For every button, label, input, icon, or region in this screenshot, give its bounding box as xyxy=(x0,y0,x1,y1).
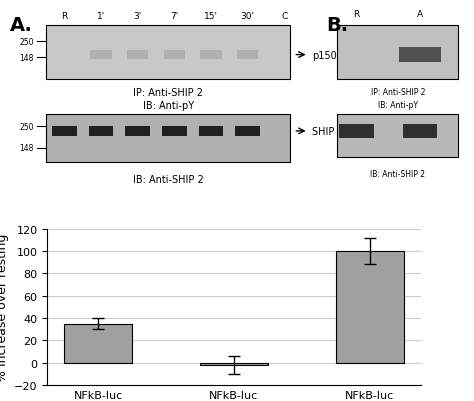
FancyBboxPatch shape xyxy=(235,126,260,137)
FancyBboxPatch shape xyxy=(339,125,374,139)
FancyBboxPatch shape xyxy=(337,26,457,79)
Text: 148: 148 xyxy=(19,54,34,63)
Text: 15': 15' xyxy=(204,12,218,21)
Text: B.: B. xyxy=(326,16,348,34)
FancyBboxPatch shape xyxy=(91,51,112,60)
Text: IP: Anti-SHIP 2: IP: Anti-SHIP 2 xyxy=(371,88,425,97)
Text: IB: Anti-SHIP 2: IB: Anti-SHIP 2 xyxy=(133,175,203,185)
FancyBboxPatch shape xyxy=(126,126,150,137)
FancyBboxPatch shape xyxy=(200,51,222,60)
Text: p150: p150 xyxy=(311,51,337,61)
Text: 3': 3' xyxy=(134,12,142,21)
Text: IB: Anti-SHIP 2: IB: Anti-SHIP 2 xyxy=(370,170,426,179)
FancyBboxPatch shape xyxy=(337,115,457,157)
Text: 7': 7' xyxy=(170,12,178,21)
Y-axis label: % Increase over resting: % Increase over resting xyxy=(0,233,9,381)
FancyBboxPatch shape xyxy=(199,126,223,137)
Text: 30': 30' xyxy=(240,12,255,21)
FancyBboxPatch shape xyxy=(403,125,438,139)
Text: C: C xyxy=(281,12,287,21)
Text: IB: Anti-pY: IB: Anti-pY xyxy=(143,101,194,111)
Text: R: R xyxy=(353,10,359,19)
FancyBboxPatch shape xyxy=(127,51,148,60)
Text: 1': 1' xyxy=(97,12,105,21)
Text: IB: Anti-pY: IB: Anti-pY xyxy=(378,101,418,109)
Bar xyxy=(336,251,403,363)
Text: 148: 148 xyxy=(19,144,34,153)
Text: A: A xyxy=(417,10,423,19)
Text: SHIP 2: SHIP 2 xyxy=(311,127,343,136)
Text: 250: 250 xyxy=(19,122,34,131)
FancyBboxPatch shape xyxy=(237,51,258,60)
FancyBboxPatch shape xyxy=(399,49,441,63)
FancyBboxPatch shape xyxy=(46,115,290,163)
Text: R: R xyxy=(61,12,67,21)
Bar xyxy=(64,324,132,363)
FancyBboxPatch shape xyxy=(162,126,186,137)
FancyBboxPatch shape xyxy=(164,51,185,60)
FancyBboxPatch shape xyxy=(46,26,290,79)
FancyBboxPatch shape xyxy=(52,126,77,137)
Text: IP: Anti-SHIP 2: IP: Anti-SHIP 2 xyxy=(133,88,203,98)
Text: A.: A. xyxy=(9,16,32,34)
Text: 250: 250 xyxy=(19,38,34,47)
FancyBboxPatch shape xyxy=(89,126,113,137)
Bar xyxy=(200,363,268,365)
